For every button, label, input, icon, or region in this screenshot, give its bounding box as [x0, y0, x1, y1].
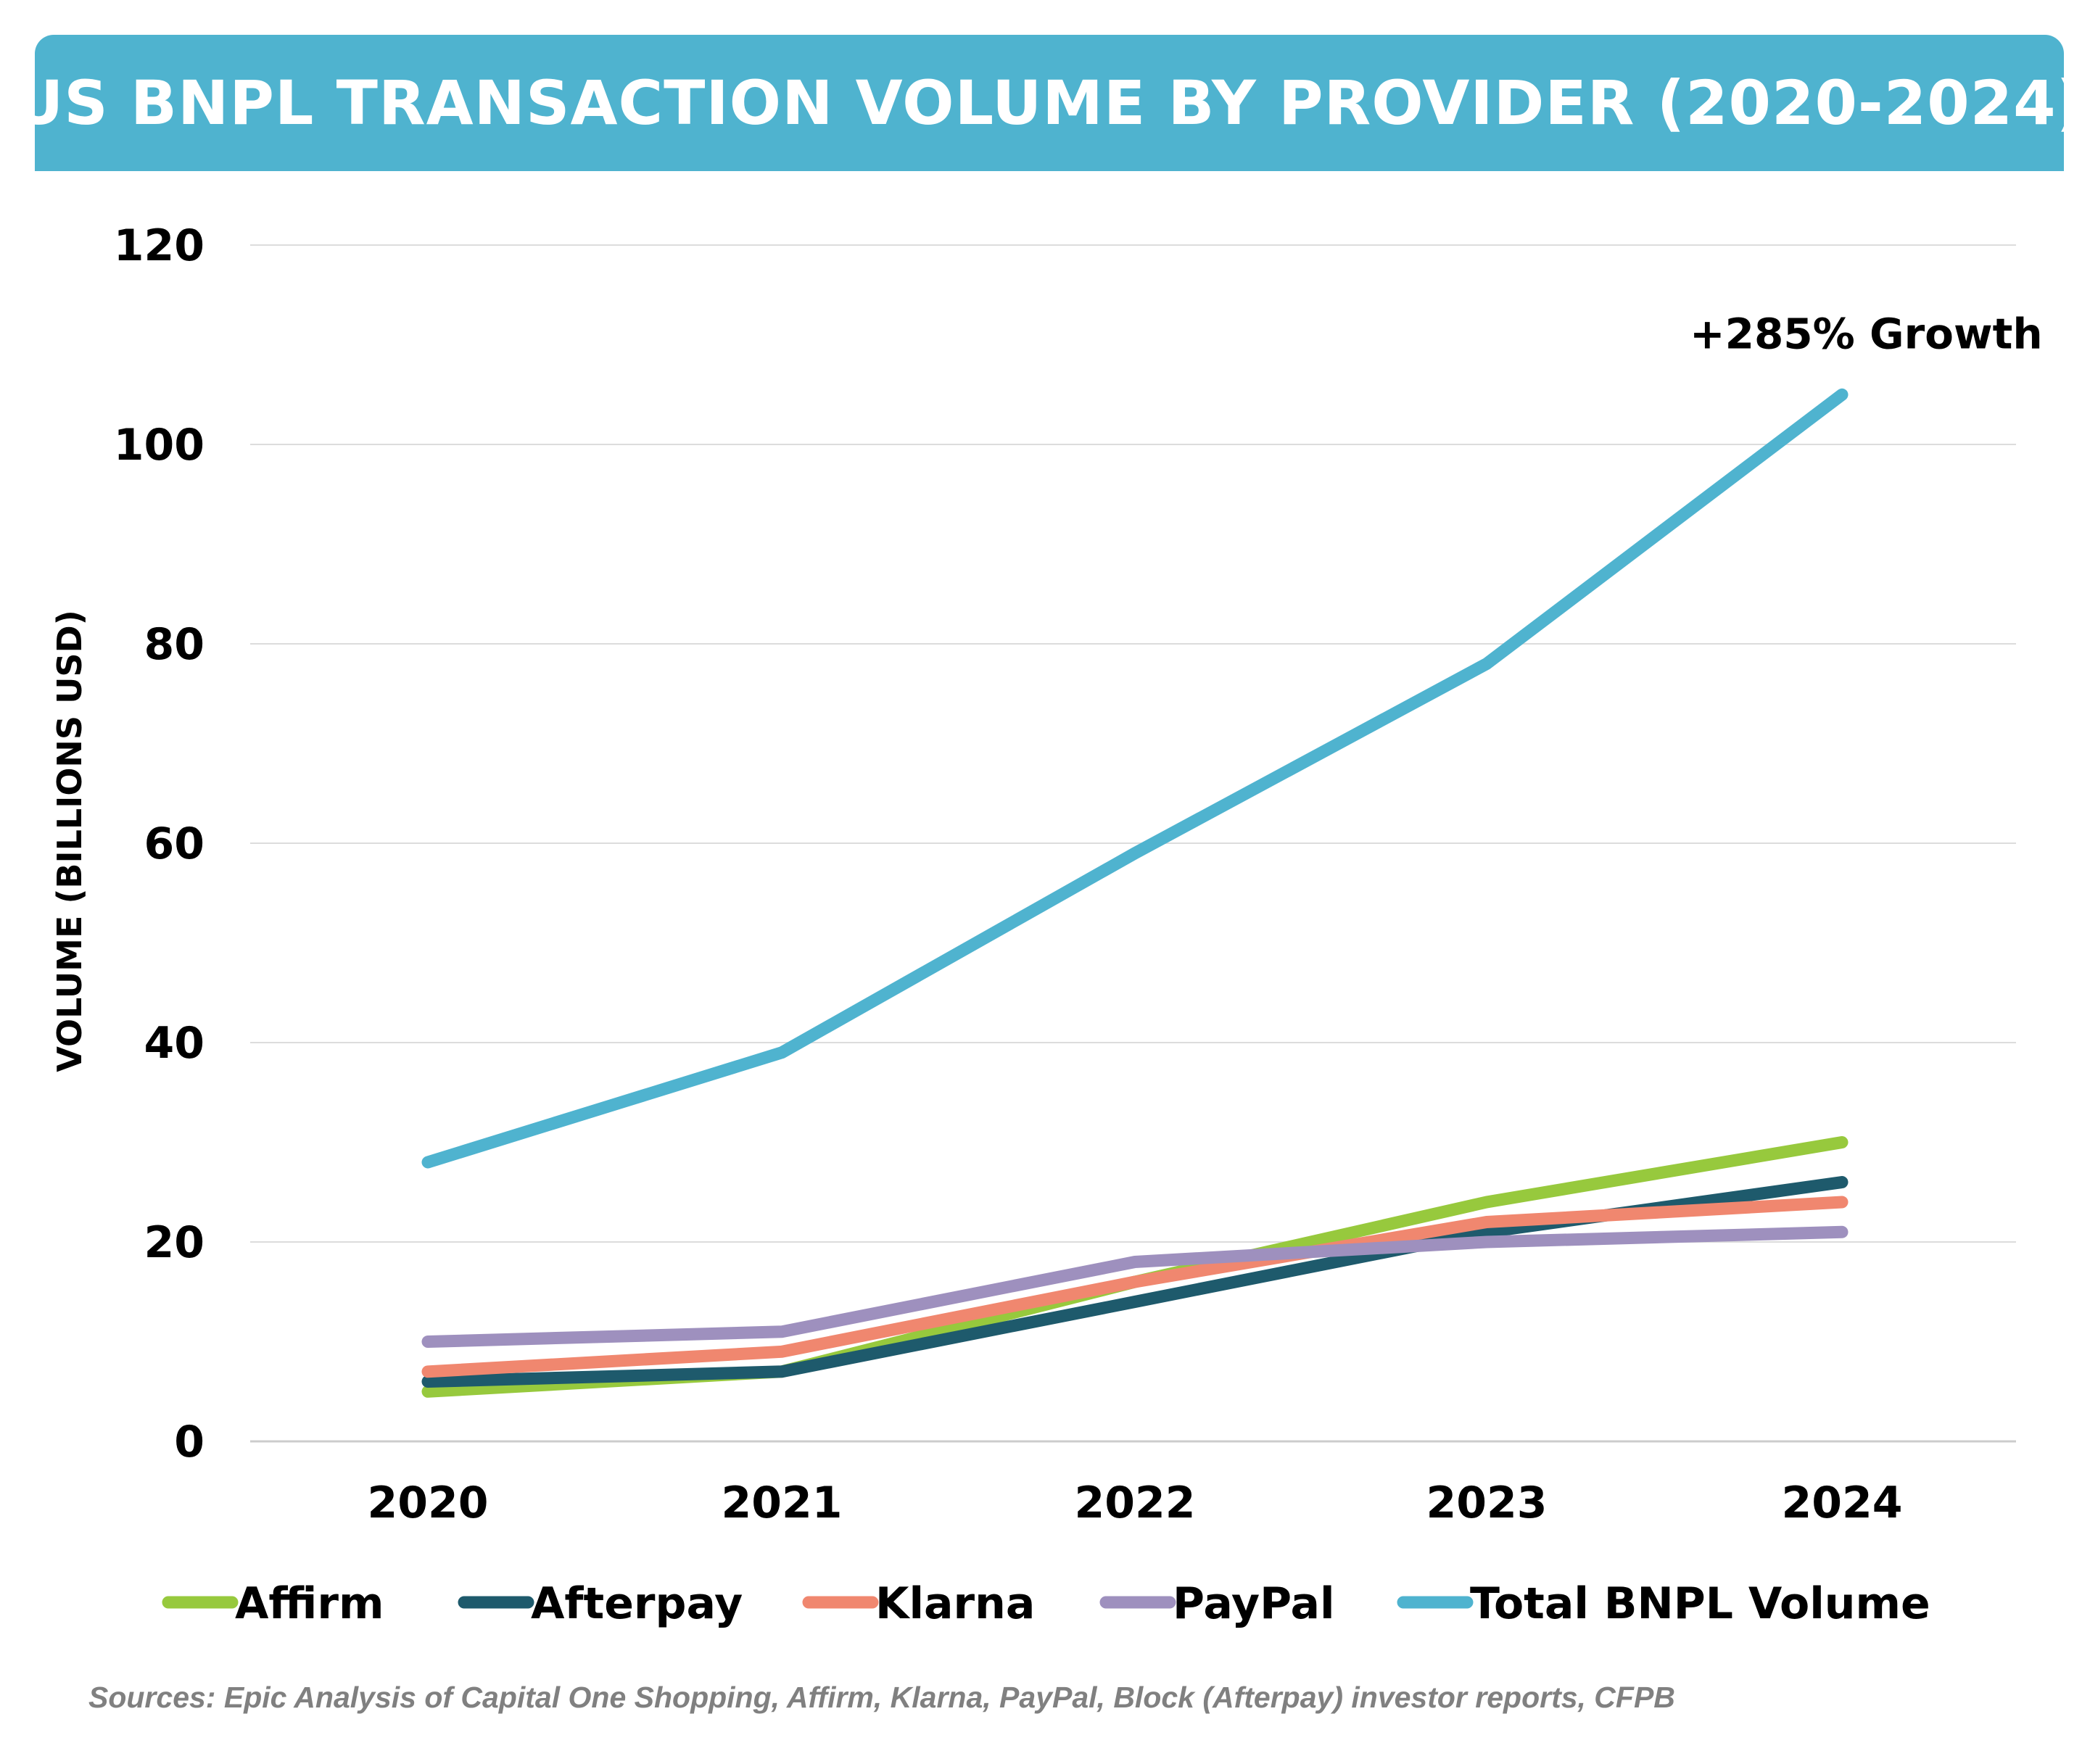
legend-label: Klarna [875, 1578, 1035, 1629]
legend-item-paypal: PayPal [1099, 1578, 1335, 1629]
x-tick-label: 2024 [1782, 1478, 1903, 1528]
series-lines [421, 388, 1849, 1398]
legend-label: Afterpay [531, 1578, 743, 1629]
legend: Affirm Afterpay Klarna PayPal Total BNPL Vol… [162, 1578, 1930, 1629]
legend-item-afterpay: Afterpay [458, 1578, 743, 1629]
series-line-total-bnpl-volume [421, 388, 1849, 1169]
y-tick-label: 0 [174, 1417, 205, 1467]
chart-header-banner: US BNPL TRANSACTION VOLUME BY PROVIDER (… [14, 35, 2084, 171]
y-tick-label: 20 [144, 1217, 205, 1268]
y-tick-label: 40 [144, 1018, 205, 1069]
annotations: +285% Growth [1690, 309, 2043, 358]
legend-label: PayPal [1173, 1578, 1335, 1629]
y-axis-title: VOLUME (BILLIONS USD) [50, 610, 89, 1072]
x-tick-label: 2023 [1426, 1478, 1548, 1528]
legend-item-klarna: Klarna [802, 1578, 1035, 1629]
y-tick-label: 80 [144, 619, 205, 670]
y-tick-label: 100 [114, 420, 205, 471]
legend-label: Affirm [235, 1578, 384, 1629]
x-axis-ticks: 2020 2021 2022 2023 2024 [368, 1478, 1903, 1528]
chart-title: US BNPL TRANSACTION VOLUME BY PROVIDER (… [14, 67, 2085, 138]
x-tick-label: 2022 [1075, 1478, 1196, 1528]
y-tick-label: 60 [144, 819, 205, 869]
y-axis-ticks: 0 20 40 60 80 100 120 [114, 220, 205, 1467]
legend-label: Total BNPL Volume [1470, 1578, 1930, 1629]
series-line-klarna [421, 1196, 1849, 1378]
x-tick-label: 2020 [368, 1478, 489, 1528]
growth-annotation: +285% Growth [1690, 309, 2043, 358]
legend-item-affirm: Affirm [162, 1578, 384, 1629]
series-line-paypal [421, 1225, 1849, 1348]
y-tick-label: 120 [114, 220, 205, 271]
gridlines [250, 244, 2016, 1443]
source-note: Sources: Epic Analysis of Capital One Sh… [88, 1681, 1675, 1714]
legend-item-total-bnpl-volume: Total BNPL Volume [1397, 1578, 1930, 1629]
x-tick-label: 2021 [722, 1478, 843, 1528]
